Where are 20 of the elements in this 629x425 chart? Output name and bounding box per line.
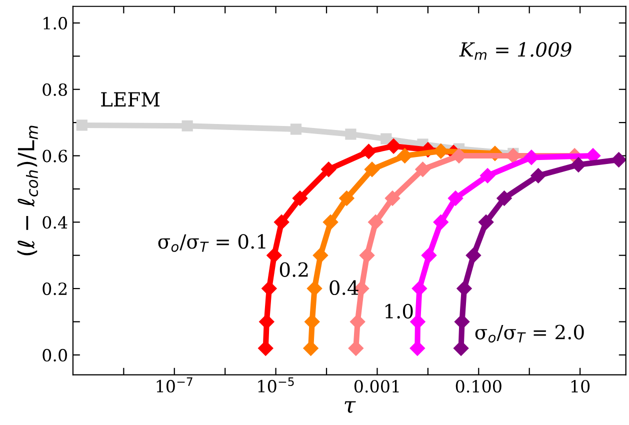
annotation: 0.2 <box>280 262 308 277</box>
x-tick-label: 10$^{−5}$ <box>258 377 294 392</box>
x-tick-label: 0.100 <box>456 380 502 393</box>
annotation: 1.0 <box>386 304 413 319</box>
x-tick-label: 10 <box>571 380 590 393</box>
annotation: LEFM <box>101 92 160 106</box>
x-tick-label: 10$^{−7}$ <box>156 377 192 392</box>
y-tick-label: 0.8 <box>42 83 67 96</box>
x-axis-title: τ <box>344 401 356 413</box>
y-tick-label: 0.2 <box>42 282 66 296</box>
y-tick-label: 0.0 <box>42 348 67 362</box>
annotation: σ$_{o}$/σ$_{T}$ = 2.0 <box>475 324 584 343</box>
y-tick-label: 0.4 <box>42 216 68 229</box>
x-tick-label: 0.001 <box>354 380 399 393</box>
annotation: σ$_{o}$/σ$_{T}$ = 0.1 <box>158 234 266 252</box>
annotation: 0.4 <box>330 280 358 296</box>
y-tick-label: 0.6 <box>42 150 68 162</box>
annotation: K$_{m}$ = 1.009 <box>459 42 572 60</box>
y-tick-label: 1.0 <box>44 16 67 30</box>
y-axis-title: (ℓ − ℓ$_{coh}$)/L$_{m}$ <box>17 126 38 256</box>
